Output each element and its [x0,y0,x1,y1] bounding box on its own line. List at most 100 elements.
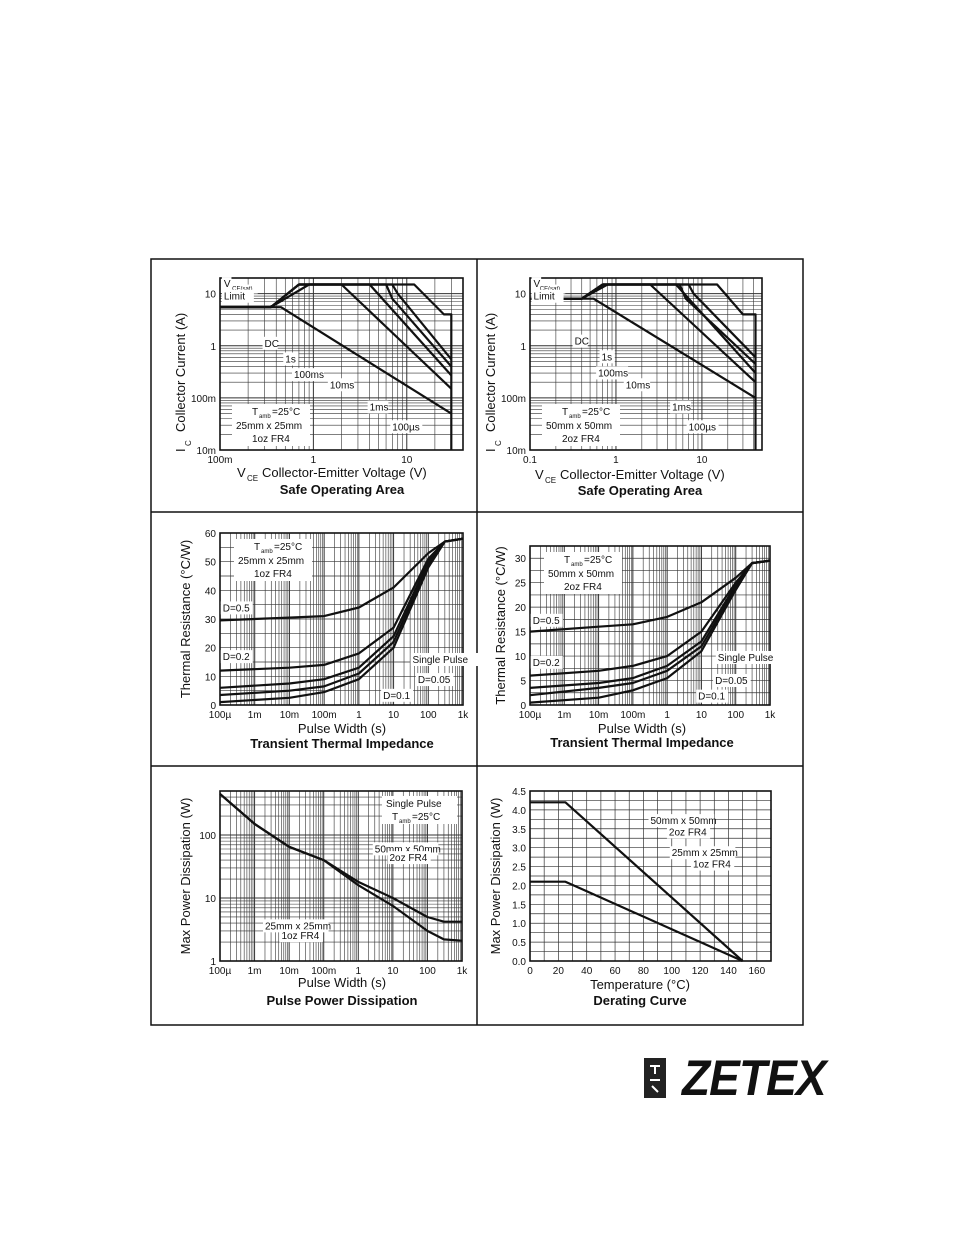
y-axis-label: Max Power Dissipation (W) [178,798,193,955]
y-tick-label: 2.5 [512,863,526,874]
y-tick-label: 20 [515,603,527,614]
legend-text: Single Pulse [386,799,442,810]
chart-tti-50mm: 100µ 1m 10m 100m 1 10 100 1k 30 25 20 15 10 5 0 D=0.5 D=… [493,545,787,750]
y-tick-label: 10 [205,672,217,683]
annotation-label: D=0.1 [383,691,410,702]
label-backing [686,420,719,434]
y-axis-label: C [184,440,193,446]
x-tick-label: 1 [664,710,670,721]
x-tick-label: 1 [613,455,619,466]
annotation-label: D=0.1 [698,692,725,703]
y-axis-label-group: Max Power Dissipation (W) [178,798,193,955]
x-tick-label: 0.1 [523,455,537,466]
y-tick-label: 3.5 [512,825,526,836]
label-backing [262,919,329,933]
legend-box [544,552,622,594]
label-backing [599,350,615,364]
annotation-label: 25mm x 25mm [672,848,738,859]
series-line [219,537,464,704]
x-tick-label: 10 [696,710,708,721]
annotation-label: 1ms [672,402,691,413]
chart-title: Pulse Power Dissipation [267,993,418,1008]
legend-box [382,796,457,824]
y-tick-label: 10m [197,446,216,457]
y-axis-label-group: Thermal Resistance (°C/W) [493,546,508,704]
x-tick-label: 0 [527,966,533,977]
annotation-label: 50mm x 50mm [651,816,717,827]
label-backing [670,400,691,414]
annotation-label: 1s [285,354,296,365]
label-backing [230,284,258,294]
label-backing [696,689,729,703]
y-axis-label-group: IC Collector Current (A) [483,313,503,452]
annotation-label: V [534,279,541,290]
legend-box [232,404,310,446]
label-backing [691,857,735,871]
annotation-label: 10ms [330,380,354,391]
annotation-label: 2oz FR4 [390,853,428,864]
x-axis-label: Pulse Width (s) [598,721,686,736]
label-backing [367,400,389,414]
series-line [530,283,757,450]
legend-text: =25°C [274,542,302,553]
label-backing [221,277,232,291]
legend-text: 50mm x 50mm [548,569,614,580]
x-tick-label: 10 [388,710,400,721]
annotation-label: Single Pulse [412,655,468,666]
x-tick-label: 1k [457,966,469,977]
chart-title: Safe Operating Area [280,482,405,497]
plot-frame [219,790,463,962]
y-tick-label: 0 [210,701,216,712]
x-tick-label: 100 [419,966,436,977]
x-tick-label: 60 [609,966,621,977]
label-backing [283,352,299,366]
plot-frame [219,532,464,706]
label-backing [262,336,278,350]
x-tick-label: 1k [765,710,777,721]
y-axis-label: C [494,440,503,446]
x-tick-label: 120 [692,966,709,977]
x-axis-label: V [237,465,246,480]
label-backing [390,420,423,434]
y-tick-label: 3.0 [512,844,526,855]
label-backing [381,688,414,702]
x-tick-label: 1k [458,710,470,721]
x-tick-label: 10 [696,455,708,466]
series-line [220,283,453,450]
annotation-label: 1oz FR4 [693,860,731,871]
annotation-label: 10ms [626,380,650,391]
y-tick-label: 100 [199,831,216,842]
legend-box [234,539,312,581]
legend-text: amb [259,414,271,420]
annotation-label: D=0.2 [533,658,560,669]
y-tick-label: 0 [520,701,526,712]
x-tick-label: 10m [279,966,298,977]
x-tick-label: 20 [553,966,565,977]
legend-text: 1oz FR4 [254,569,292,580]
x-tick-label: 100m [311,966,336,977]
annotation-label: 2oz FR4 [669,827,707,838]
annotation-label: Limit [224,292,245,303]
x-axis-label: V [535,467,544,482]
zetex-logo-icon [644,1058,666,1098]
y-tick-label: 30 [205,615,217,626]
legend-text: T [392,812,398,823]
label-backing [220,601,253,615]
label-backing [387,851,431,865]
y-axis-label: Thermal Resistance (°C/W) [178,540,193,698]
x-tick-label: 1 [356,966,362,977]
x-tick-label: 10m [280,710,299,721]
label-backing [572,334,588,348]
annotation-label: 100µs [392,422,419,433]
x-axis-label: Pulse Width (s) [298,975,386,990]
y-tick-label: 10 [515,290,527,301]
chart-title: Transient Thermal Impedance [550,735,734,750]
annotation-label: 100µs [689,422,716,433]
y-tick-label: 1.0 [512,919,526,930]
y-axis-label-group: Max Power Dissipation (W) [488,798,503,955]
annotation-label: D=0.2 [223,652,250,663]
y-axis-label: Max Power Dissipation (W) [488,798,503,955]
chart-title: Safe Operating Area [578,483,703,498]
label-backing [415,673,454,687]
